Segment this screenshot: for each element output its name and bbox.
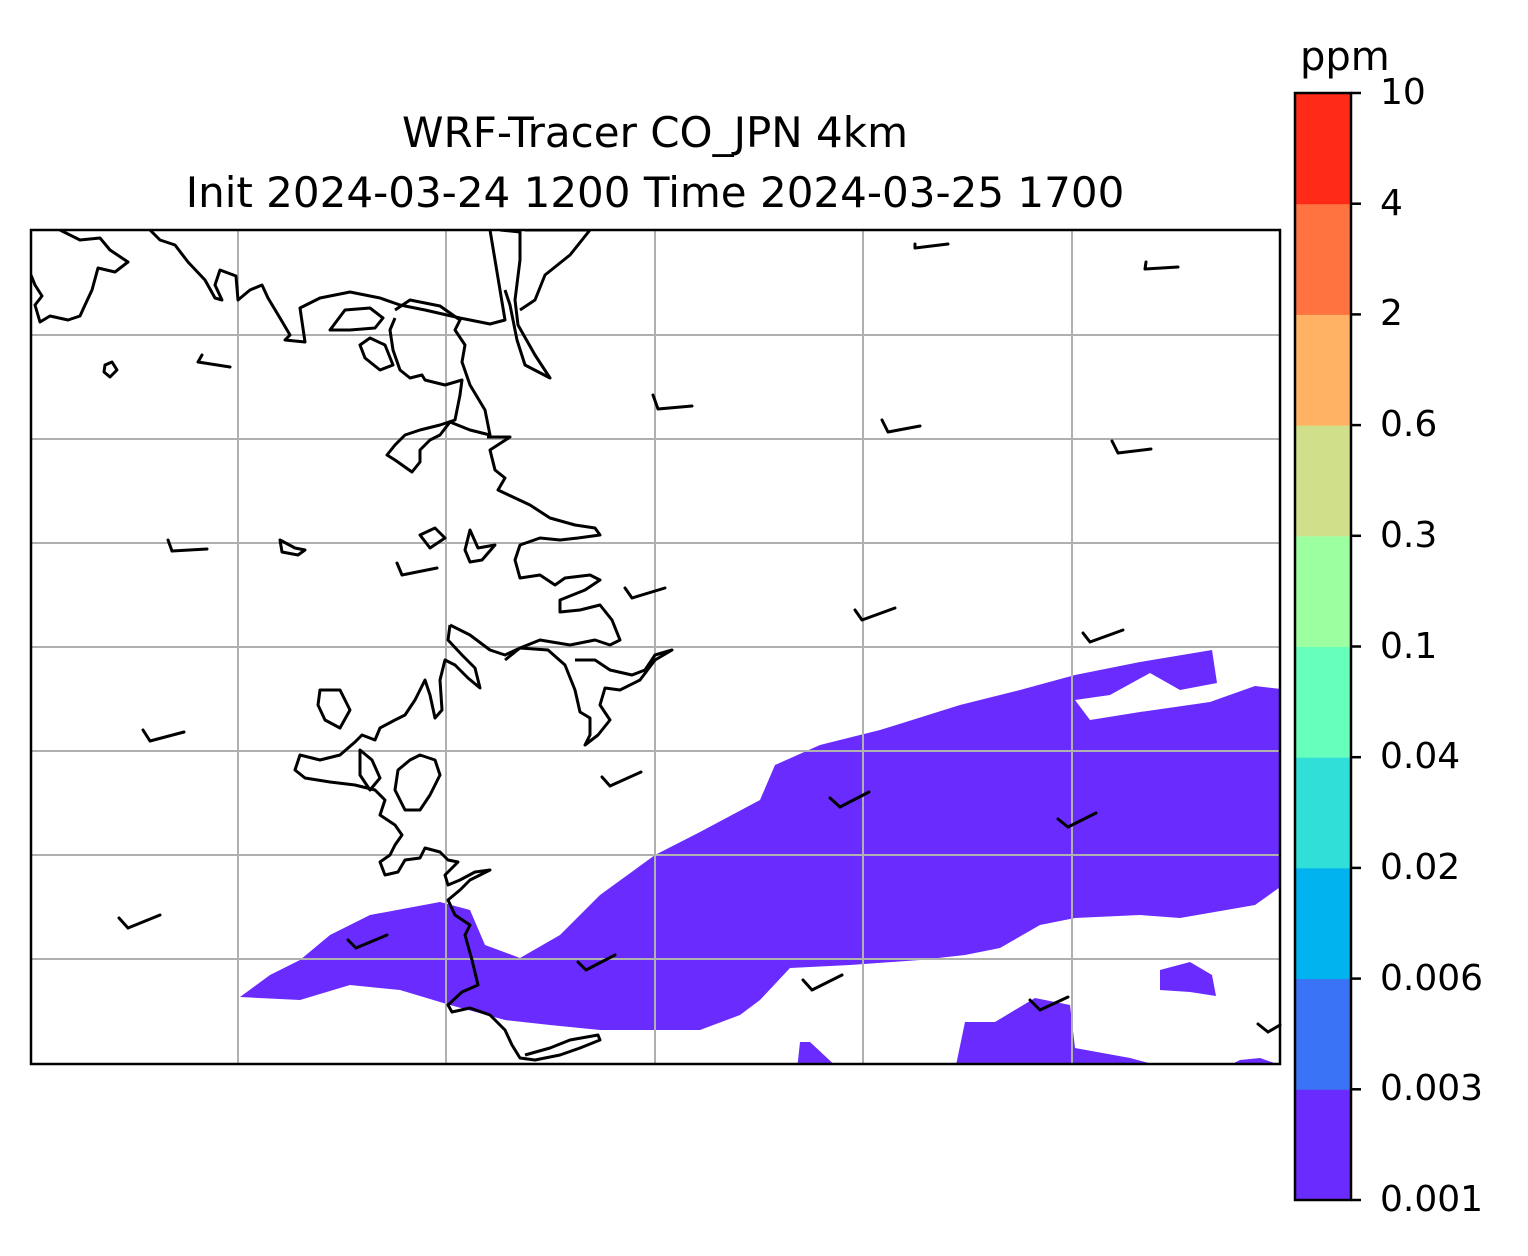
colorbar: [1293, 91, 1361, 1202]
wind-barb: [196, 353, 232, 369]
wind-barb: [651, 393, 694, 411]
plume-south-mid: [956, 998, 1153, 1064]
wind-barb: [623, 586, 667, 600]
colorbar-unit-label: ppm: [1300, 34, 1390, 80]
coast-channel: [499, 230, 552, 380]
colorbar-segment: [1295, 535, 1351, 647]
wind-barb: [576, 953, 617, 972]
colorbar-tick-label: 0.6: [1380, 404, 1438, 446]
plume-island-east: [1160, 962, 1216, 996]
coast-island-b: [358, 336, 395, 372]
wind-barb: [853, 606, 897, 622]
wind-barb: [346, 933, 389, 950]
wind-barb: [828, 790, 871, 809]
coast-lake: [393, 753, 442, 812]
coast-peninsula: [385, 298, 492, 474]
plume-south-left: [797, 1042, 834, 1064]
colorbar-segment: [1295, 1089, 1351, 1201]
colorbar-tick-label: 4: [1380, 182, 1403, 224]
colorbar-segment: [1295, 978, 1351, 1090]
coast-island-a: [328, 306, 385, 332]
coast-lake-2: [358, 748, 382, 792]
wind-barb: [1110, 439, 1153, 455]
map-gridlines: [31, 230, 1280, 1064]
colorbar-tick-label: 0.1: [1380, 625, 1438, 667]
colorbar-segment: [1295, 203, 1351, 315]
wind-barb: [913, 242, 950, 250]
chart-title-line-2: Init 2024-03-24 1200 Time 2024-03-25 170…: [185, 168, 1125, 217]
colorbar-tick-label: 0.02: [1380, 846, 1461, 888]
wind-barb: [880, 418, 922, 434]
coast-islands-west: [316, 688, 352, 730]
colorbar-tick-label: 0.003: [1380, 1068, 1484, 1110]
colorbar-tick-label: 0.3: [1380, 514, 1438, 556]
wind-barb: [141, 728, 186, 743]
colorbar-tick-label: 0.006: [1380, 957, 1484, 999]
coast-south-mainland: [449, 623, 674, 747]
coastlines: [31, 230, 674, 1062]
chart-title-line-1: WRF-Tracer CO_JPN 4km: [401, 108, 909, 157]
coast-island-e: [278, 538, 307, 557]
colorbar-segment: [1295, 867, 1351, 980]
colorbar-segment: [1295, 314, 1351, 426]
plume-main: [240, 650, 1280, 1030]
coast-inlet: [487, 435, 622, 662]
colorbar-segment: [1295, 425, 1351, 537]
wind-barb: [801, 973, 844, 992]
coast-north-west: [31, 230, 130, 324]
coast-island-d: [463, 528, 497, 564]
colorbar-segment: [1295, 646, 1351, 758]
tracer-plume: [240, 650, 1280, 1064]
colorbar-tick-label: 0.001: [1380, 1179, 1484, 1220]
colorbar-tick-label: 2: [1380, 293, 1403, 335]
plume-south-right: [1232, 1058, 1278, 1064]
wind-barb: [395, 561, 439, 577]
coast-east-arm: [519, 230, 592, 312]
coast-island-c: [418, 526, 447, 550]
colorbar-tick-label: 10: [1380, 72, 1426, 113]
coast-island-f: [102, 360, 119, 379]
wind-barb: [117, 913, 162, 930]
colorbar-segment: [1295, 93, 1351, 205]
wind-barb: [1028, 995, 1070, 1012]
coast-south-peninsula: [293, 624, 602, 1062]
wind-barb: [1143, 260, 1180, 271]
map-frame: [29, 228, 1282, 1066]
wind-barb: [1081, 628, 1125, 644]
wind-barb: [1056, 811, 1098, 829]
wind-barb: [600, 770, 643, 788]
wind-barb: [166, 538, 209, 553]
wind-barbs: [117, 242, 1282, 1034]
wind-barb: [1256, 1022, 1282, 1034]
colorbar-segment: [1295, 757, 1351, 869]
coast-north-main: [148, 230, 507, 344]
colorbar-tick-label: 0.04: [1380, 736, 1461, 778]
